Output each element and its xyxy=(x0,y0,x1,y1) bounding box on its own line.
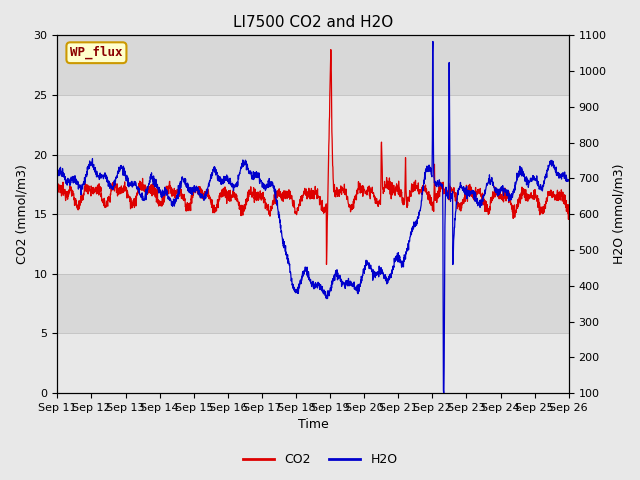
Bar xyxy=(58,274,569,334)
Title: LI7500 CO2 and H2O: LI7500 CO2 and H2O xyxy=(233,15,393,30)
Y-axis label: CO2 (mmol/m3): CO2 (mmol/m3) xyxy=(15,164,28,264)
Bar xyxy=(58,36,569,95)
Bar xyxy=(58,334,569,393)
Y-axis label: H2O (mmol/m3): H2O (mmol/m3) xyxy=(612,164,625,264)
Legend: CO2, H2O: CO2, H2O xyxy=(237,448,403,471)
X-axis label: Time: Time xyxy=(298,419,328,432)
Bar xyxy=(58,95,569,155)
Text: WP_flux: WP_flux xyxy=(70,46,123,60)
Bar xyxy=(58,214,569,274)
Bar xyxy=(58,155,569,214)
